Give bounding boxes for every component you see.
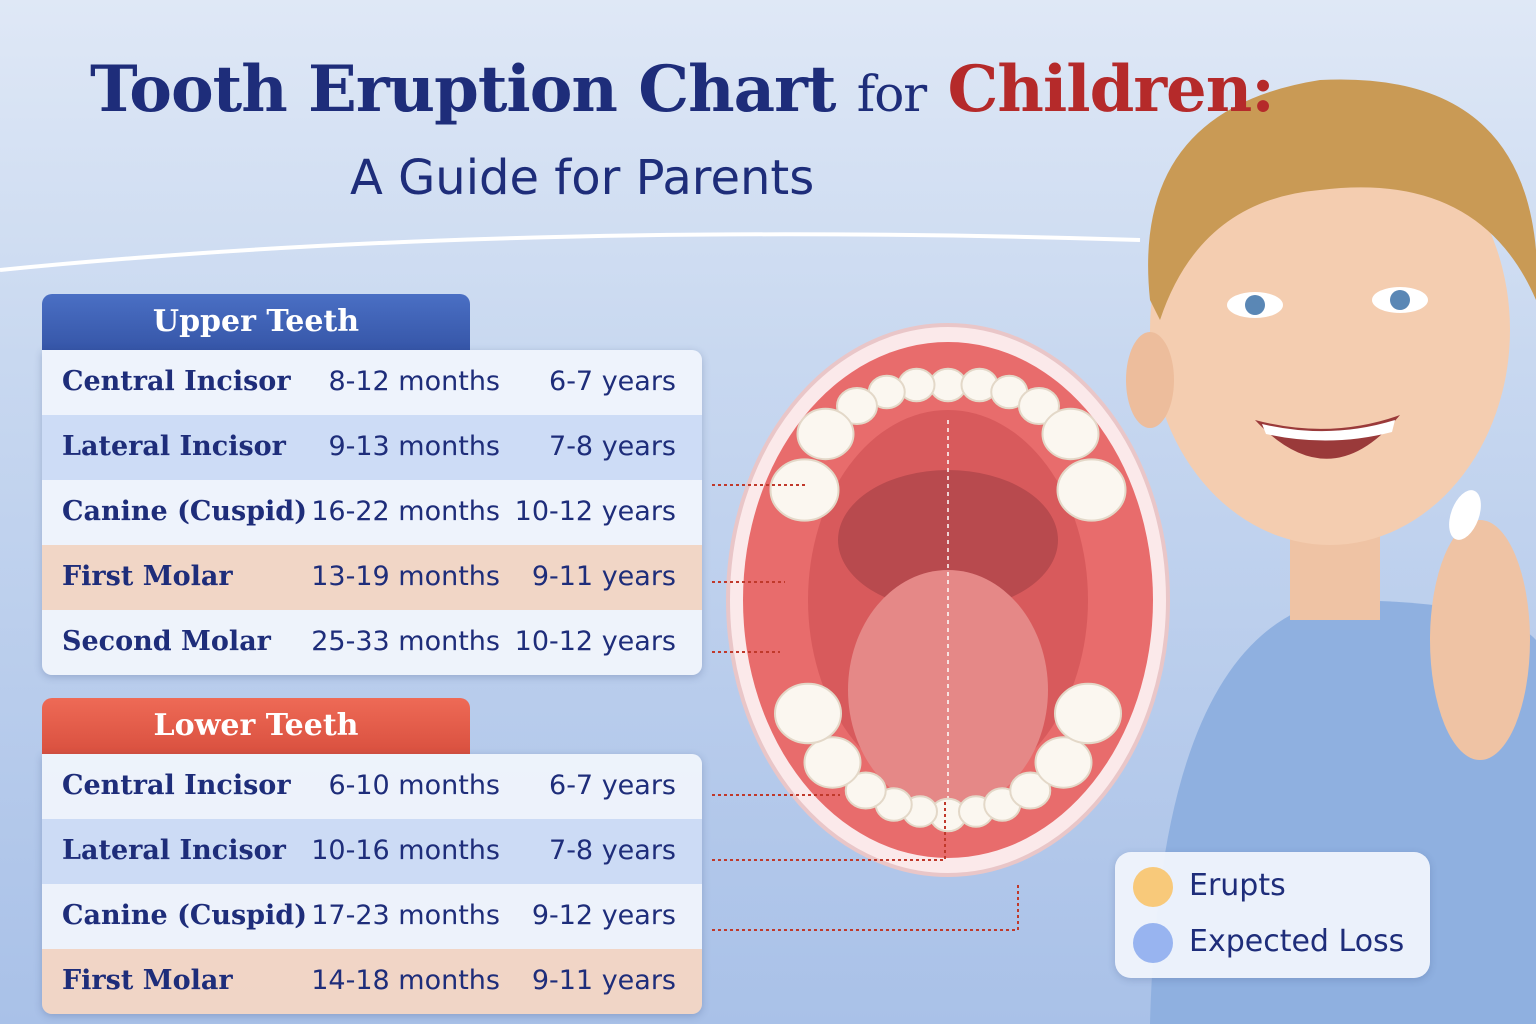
- legend-label: Erupts: [1189, 868, 1286, 903]
- legend-swatch: [1133, 922, 1173, 963]
- tooth: [1034, 736, 1093, 789]
- table: Central Incisor 8-12 months 6-7 years Later…: [42, 350, 702, 675]
- tooth-name: Central Incisor: [62, 770, 291, 801]
- loss-age: 10-12 years: [514, 496, 676, 527]
- loss-age: 9-11 years: [531, 965, 676, 996]
- tooth: [1009, 771, 1052, 810]
- tooth-name: Canine (Cuspid): [62, 496, 307, 527]
- tooth-name: Central Incisor: [62, 366, 291, 397]
- tooth-name: Canine (Cuspid): [62, 900, 307, 931]
- eruption-age: 8-12 months: [328, 366, 500, 397]
- table-row: Central Incisor 6-10 months 6-7 years: [42, 754, 702, 819]
- eruption-age: 17-23 months: [311, 900, 500, 931]
- table: Central Incisor 6-10 months 6-7 years Later…: [42, 754, 702, 1014]
- legend-item: Expected Loss: [1133, 920, 1404, 964]
- title-connector: for: [856, 65, 928, 123]
- tooth: [1054, 682, 1122, 745]
- tooth: [836, 387, 878, 425]
- title-highlight: Children:: [947, 52, 1274, 127]
- tooth-name: Lateral Incisor: [62, 835, 286, 866]
- eruption-age: 13-19 months: [311, 561, 500, 592]
- loss-age: 6-7 years: [549, 366, 676, 397]
- title-main: Tooth Eruption Chart: [90, 52, 836, 127]
- section-heading: Upper Teeth: [42, 294, 470, 350]
- table-row: First Molar 14-18 months 9-11 years: [42, 949, 702, 1014]
- legend: Erupts Expected Loss: [1115, 852, 1430, 978]
- tooth-name: Lateral Incisor: [62, 431, 286, 462]
- tooth-name: Second Molar: [62, 626, 271, 657]
- tooth: [1018, 387, 1060, 425]
- tooth: [844, 771, 887, 810]
- table-row: First Molar 13-19 months 9-11 years: [42, 545, 702, 610]
- eruption-age: 6-10 months: [328, 770, 500, 801]
- eruption-age: 16-22 months: [311, 496, 500, 527]
- eruption-age: 9-13 months: [328, 431, 500, 462]
- tooth: [1041, 407, 1100, 461]
- tooth: [796, 407, 855, 461]
- table-row: Second Molar 25-33 months 10-12 years: [42, 610, 702, 675]
- subtitle: A Guide for Parents: [350, 150, 815, 206]
- loss-age: 7-8 years: [549, 431, 676, 462]
- tooth-name: First Molar: [62, 965, 233, 996]
- tooth: [774, 682, 842, 745]
- legend-item: Erupts: [1133, 864, 1286, 908]
- title: Tooth Eruption Chart for Children:: [90, 52, 1275, 127]
- legend-swatch: [1133, 866, 1173, 907]
- mouth-diagram: [712, 323, 1170, 931]
- tooth-name: First Molar: [62, 561, 233, 592]
- loss-age: 6-7 years: [549, 770, 676, 801]
- table-row: Canine (Cuspid) 17-23 months 9-12 years: [42, 884, 702, 949]
- section-heading: Lower Teeth: [42, 698, 470, 754]
- loss-age: 7-8 years: [549, 835, 676, 866]
- eruption-age: 10-16 months: [311, 835, 500, 866]
- loss-age: 9-11 years: [531, 561, 676, 592]
- table-row: Central Incisor 8-12 months 6-7 years: [42, 350, 702, 415]
- tooth: [1056, 458, 1127, 522]
- table-row: Lateral Incisor 10-16 months 7-8 years: [42, 819, 702, 884]
- tooth: [769, 458, 840, 522]
- divider: [0, 232, 1141, 272]
- eruption-age: 25-33 months: [311, 626, 500, 657]
- tooth: [803, 736, 862, 789]
- loss-age: 9-12 years: [531, 900, 676, 931]
- eruption-age: 14-18 months: [311, 965, 500, 996]
- legend-label: Expected Loss: [1189, 924, 1405, 959]
- table-row: Canine (Cuspid) 16-22 months 10-12 years: [42, 480, 702, 545]
- loss-age: 10-12 years: [514, 626, 676, 657]
- table-row: Lateral Incisor 9-13 months 7-8 years: [42, 415, 702, 480]
